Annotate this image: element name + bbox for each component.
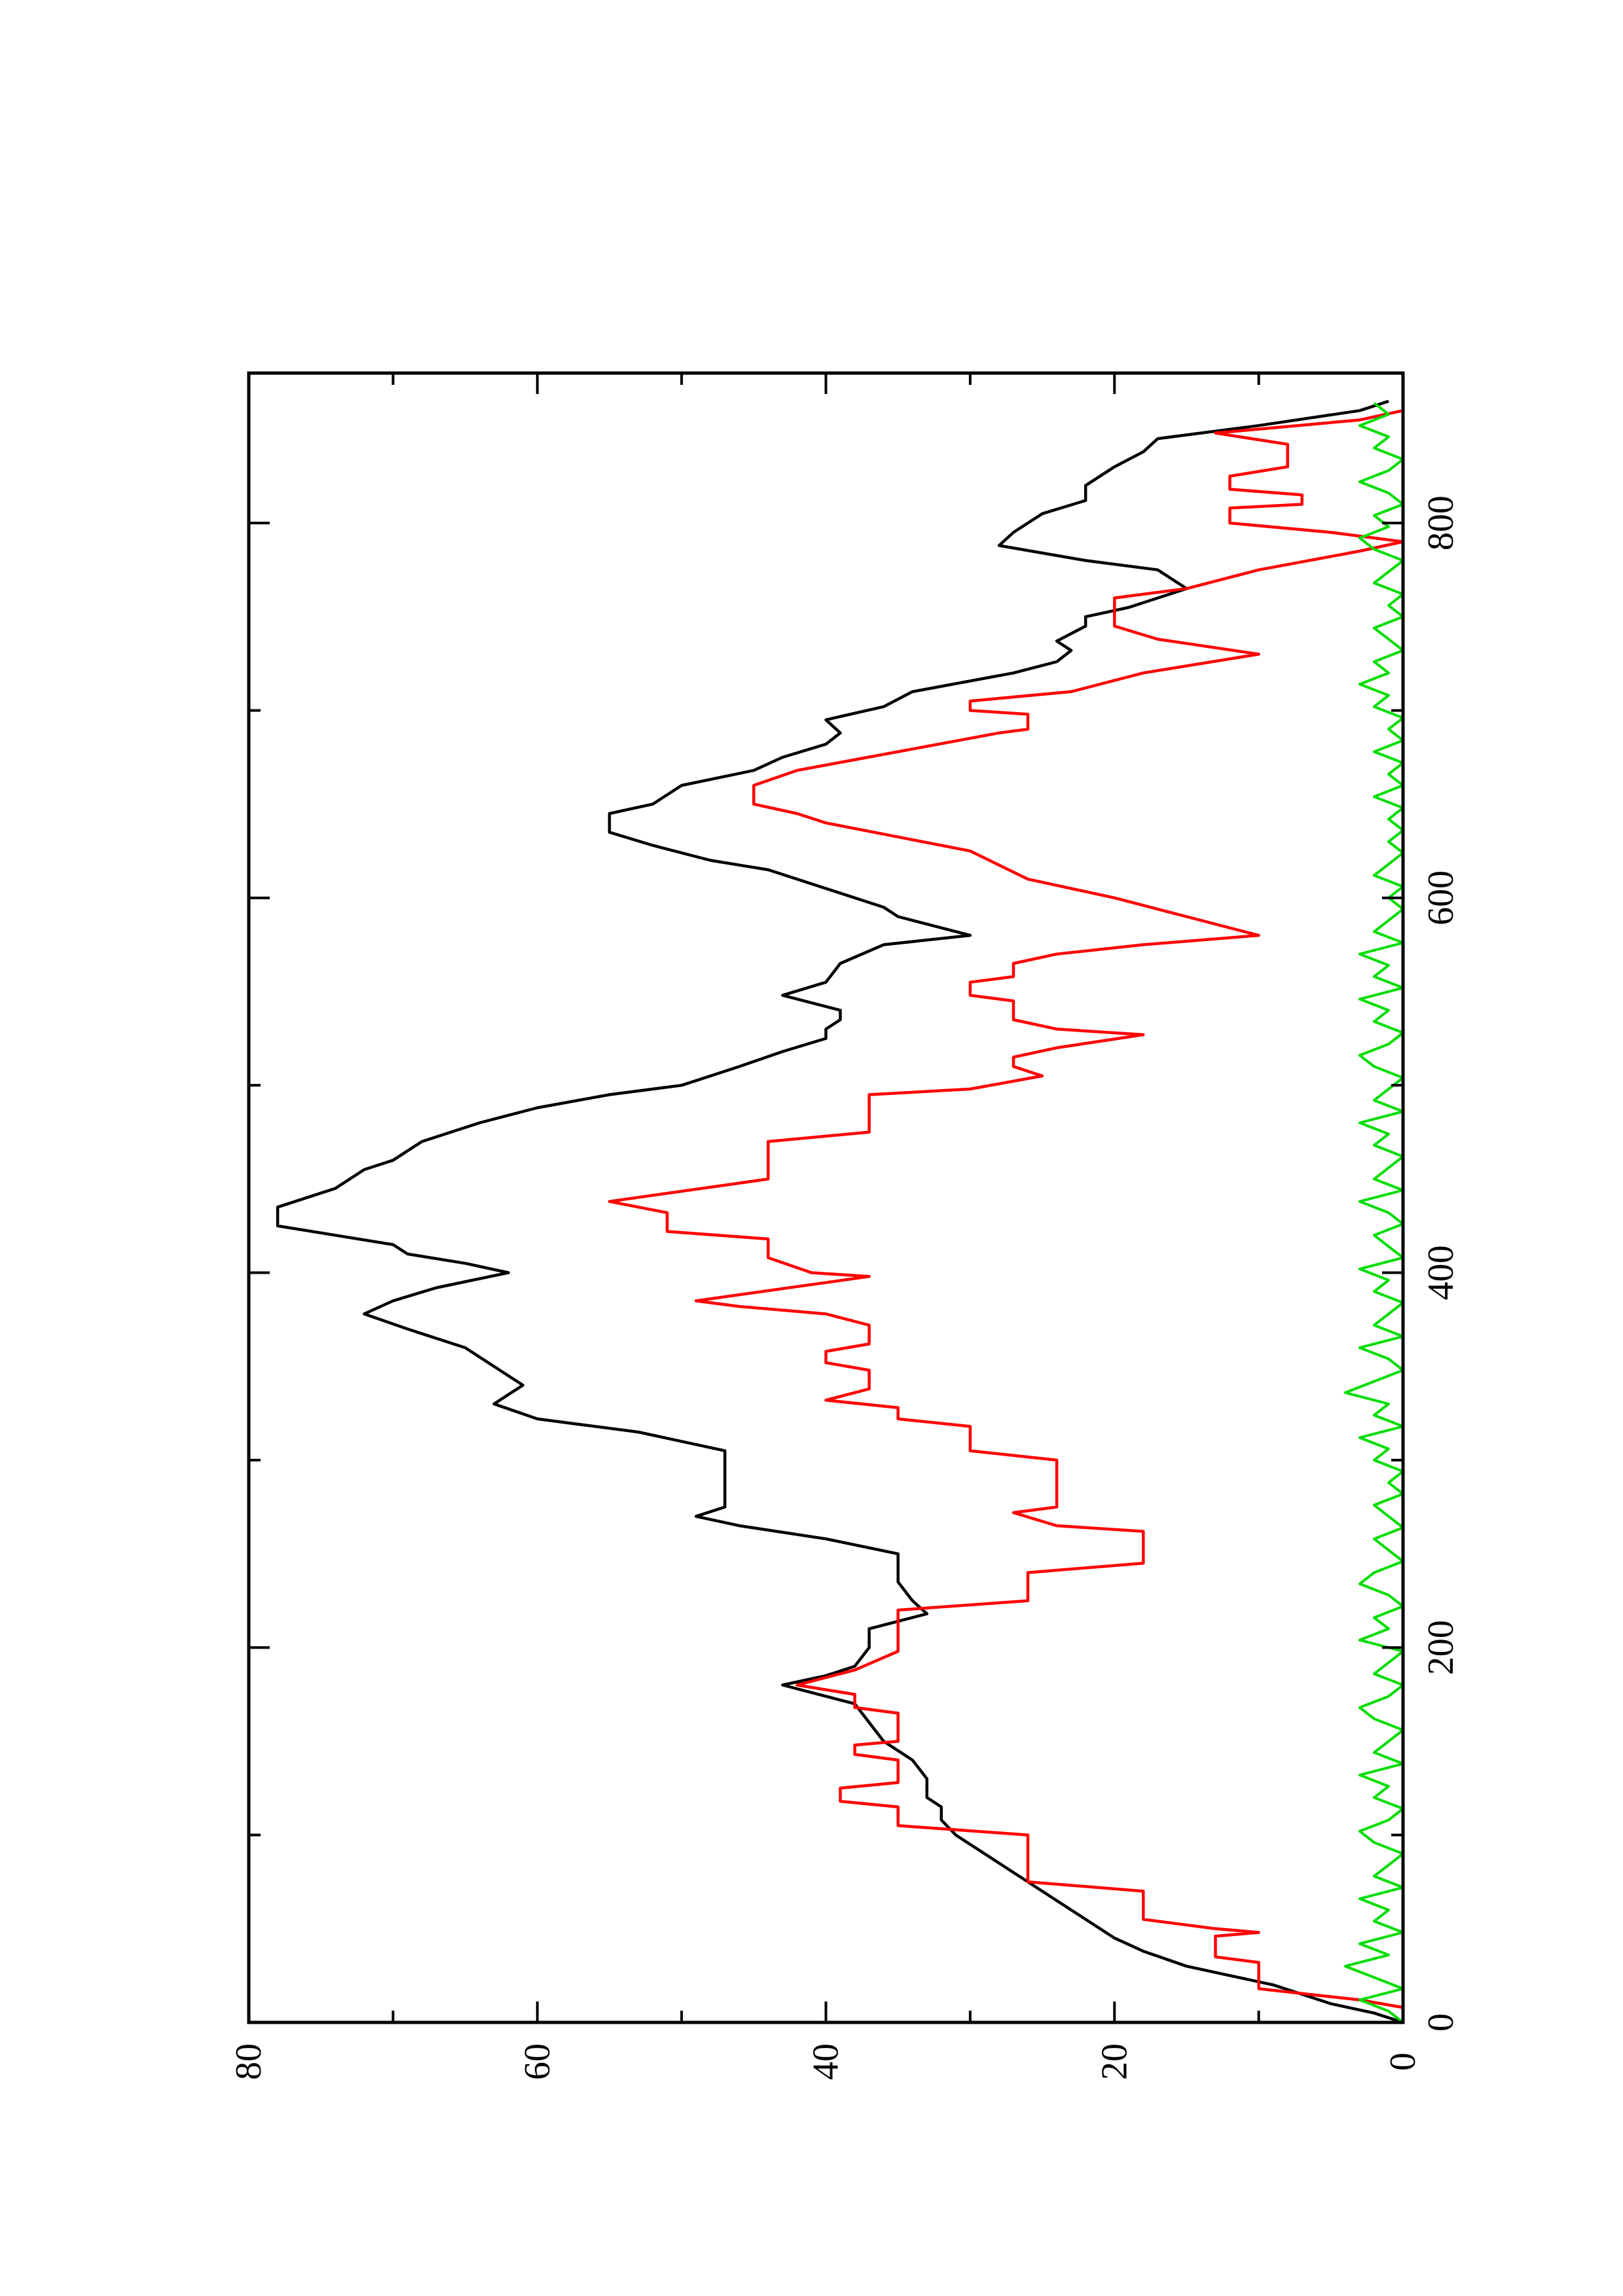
y-tick-label-20: 20 — [1094, 2043, 1135, 2080]
plot-frame — [247, 371, 1405, 2024]
x-tick-label-600: 600 — [1421, 870, 1461, 925]
y-tick-label-80: 80 — [228, 2043, 269, 2080]
y-tick-label-60: 60 — [517, 2043, 558, 2080]
x-tick-label-200: 200 — [1421, 1620, 1461, 1675]
series-line-3 — [1343, 402, 1404, 2024]
x-tick-label-0: 0 — [1421, 2013, 1461, 2032]
x-tick-label-800: 800 — [1421, 495, 1461, 550]
y-tick-label-40: 40 — [806, 2043, 847, 2080]
y-tick-label-0: 0 — [1383, 2053, 1423, 2071]
labels-layer: 0 200 400 600 800 0 20 40 60 80 — [228, 495, 1461, 2080]
series-layer — [276, 399, 1405, 2024]
series-line-1 — [276, 399, 1404, 2024]
series-line-2 — [608, 401, 1405, 2022]
x-tick-label-400: 400 — [1421, 1246, 1461, 1300]
